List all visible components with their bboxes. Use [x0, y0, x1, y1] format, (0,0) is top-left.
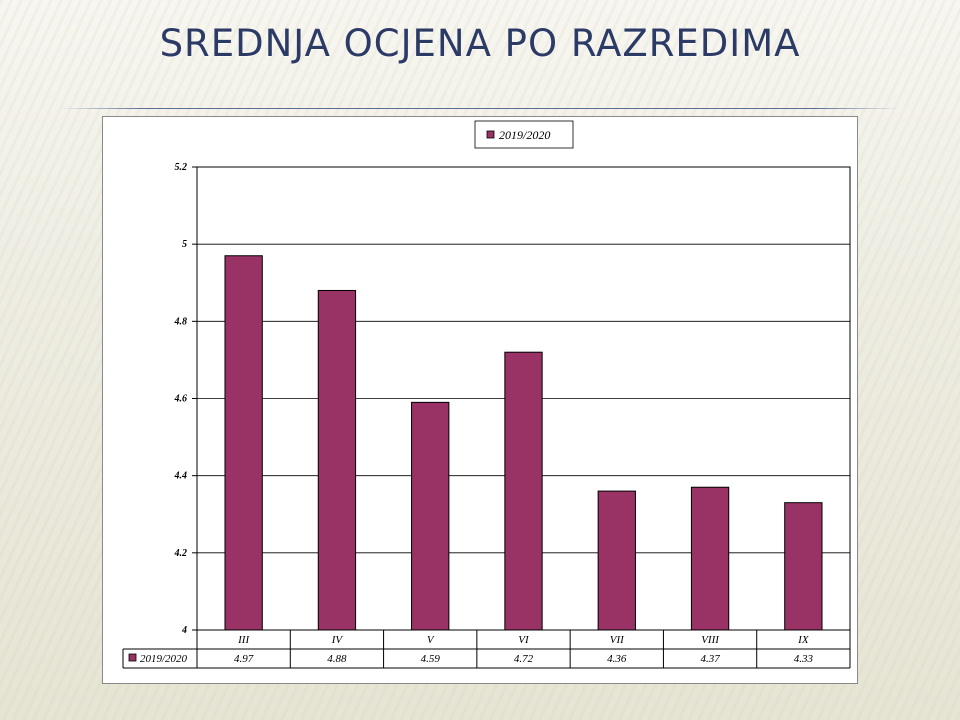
legend-swatch [486, 130, 495, 139]
data-value-V: 4.59 [421, 653, 441, 665]
chart-frame: 4 4.2 4.4 4.6 4.8 5 5.2 III 4.97 IV 4.88 V 4.59 VI 4.7… [102, 116, 858, 684]
y-tick-label: 4.8 [174, 316, 188, 327]
bar-III [224, 255, 263, 631]
y-tick-label: 4.6 [174, 394, 188, 405]
data-value-IV: 4.88 [327, 653, 347, 665]
title-underline [60, 108, 900, 109]
category-label-IV: IV [331, 634, 344, 646]
bar-VI [504, 351, 543, 631]
category-label-III: III [237, 634, 250, 646]
bar-IX [784, 502, 823, 631]
data-value-III: 4.97 [234, 653, 254, 665]
y-tick-label: 5.2 [175, 162, 188, 173]
slide-title: SREDNJA OCJENA PO RAZREDIMA [159, 22, 801, 65]
bar-chart: 4 4.2 4.4 4.6 4.8 5 5.2 III 4.97 IV 4.88 V 4.59 VI 4.7… [122, 120, 851, 669]
bar-V [411, 401, 450, 631]
y-tick-label: 4 [181, 625, 187, 636]
category-label-V: V [427, 634, 435, 646]
category-label-VIII: VIII [701, 634, 720, 646]
legend-label: 2019/2020 [499, 128, 550, 142]
data-value-VII: 4.36 [607, 653, 627, 665]
table-series-label: 2019/2020 [140, 653, 188, 665]
table-legend-swatch [128, 653, 137, 662]
bar-VIII [690, 486, 730, 631]
bar-IV [317, 289, 357, 631]
y-tick-label: 5 [182, 239, 187, 250]
category-label-IX: IX [797, 634, 810, 646]
data-value-IX: 4.33 [794, 653, 814, 665]
y-tick-label: 4.2 [174, 548, 188, 559]
data-value-VI: 4.72 [514, 653, 534, 665]
category-label-VII: VII [610, 634, 625, 646]
bar-VII [597, 490, 636, 631]
category-label-VI: VI [518, 634, 530, 646]
y-tick-label: 4.4 [174, 471, 188, 482]
data-value-VIII: 4.37 [700, 653, 720, 665]
